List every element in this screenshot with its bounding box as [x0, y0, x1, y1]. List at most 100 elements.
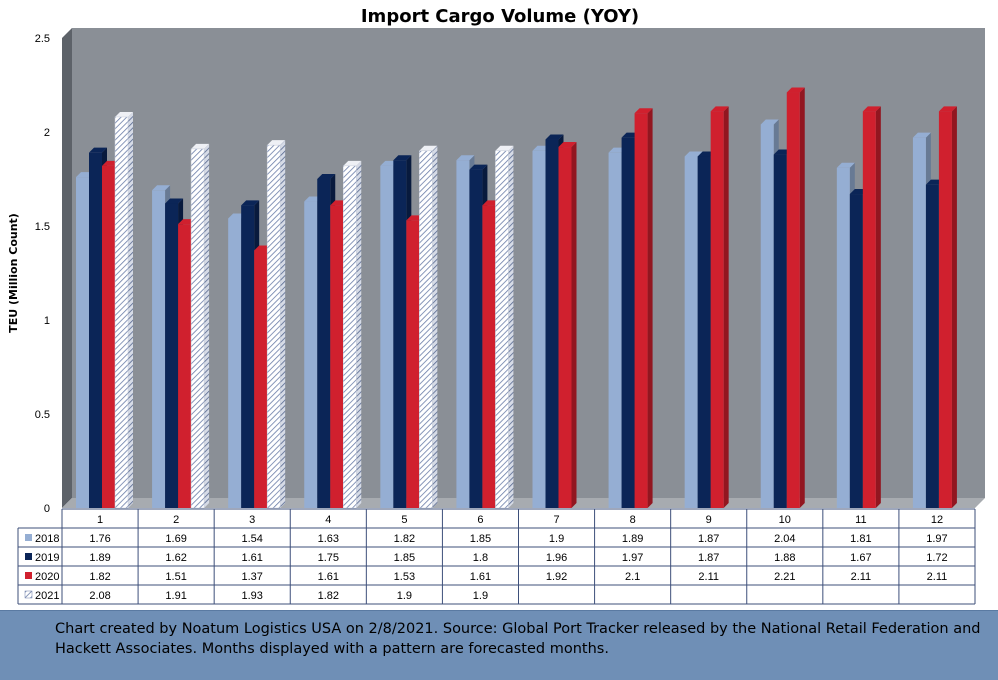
bar-2018-10	[760, 124, 774, 508]
bar-2021-3	[266, 144, 281, 509]
bar-top	[786, 87, 805, 93]
bar-side	[875, 106, 881, 508]
data-label: 1.8	[473, 552, 488, 564]
bar-2019-3	[241, 205, 255, 508]
data-label: 2.04	[774, 533, 795, 545]
bar-2019-12	[925, 184, 939, 508]
x-tick-label: 5	[401, 514, 407, 526]
bar-2018-2	[152, 190, 166, 508]
data-label: 2.11	[698, 571, 719, 583]
bar-2021-2	[190, 148, 205, 509]
bar-top	[710, 106, 729, 112]
data-label: 1.53	[394, 571, 415, 583]
data-label: 1.75	[318, 552, 339, 564]
data-label: 1.81	[850, 533, 871, 545]
data-label: 1.93	[241, 590, 262, 602]
bar-2020-9	[710, 111, 724, 508]
data-label: 2.08	[89, 590, 110, 602]
bar-2020-1	[102, 165, 115, 508]
data-label: 1.82	[394, 533, 415, 545]
y-axis-label: TEU (Million Count)	[7, 213, 20, 333]
data-label: 1.61	[318, 571, 339, 583]
data-label: 1.89	[89, 552, 110, 564]
bar-top	[393, 155, 412, 161]
bar-2018-4	[304, 201, 318, 508]
data-label: 1.67	[850, 552, 871, 564]
data-label: 1.51	[165, 571, 186, 583]
bar-top	[456, 155, 475, 161]
bar-2020-10	[786, 92, 800, 509]
data-label: 1.82	[318, 590, 339, 602]
bar-top	[684, 151, 703, 157]
bar-2019-7	[545, 139, 559, 508]
bar-side	[647, 108, 653, 508]
bar-2018-9	[684, 156, 698, 508]
bar-top	[545, 134, 564, 140]
bar-side	[508, 145, 514, 509]
data-label: 1.88	[774, 552, 795, 564]
bar-top	[267, 140, 286, 146]
legend-key-2021	[24, 590, 33, 599]
data-label: 1.72	[926, 552, 947, 564]
bar-2019-11	[849, 194, 863, 509]
x-tick-label: 12	[931, 514, 943, 526]
legend-label-2021: 2021	[35, 590, 59, 602]
bar-2019-2	[165, 203, 179, 508]
bar-2020-4	[330, 205, 344, 508]
chart-footer: Chart created by Noatum Logistics USA on…	[0, 610, 998, 680]
bar-2021-4	[343, 165, 357, 509]
data-label: 1.37	[241, 571, 262, 583]
data-label: 1.97	[926, 533, 947, 545]
bar-side	[571, 142, 577, 509]
bar-side	[951, 106, 957, 508]
x-tick-label: 9	[706, 514, 712, 526]
legend-label-2019: 2019	[35, 552, 59, 564]
legend-key-2019	[25, 553, 32, 560]
data-label: 1.61	[241, 552, 262, 564]
data-label: 2.11	[851, 571, 872, 583]
data-label: 1.9	[473, 590, 488, 602]
data-label: 1.69	[165, 533, 186, 545]
footer-note: Chart created by Noatum Logistics USA on…	[55, 621, 981, 657]
data-label: 2.1	[625, 571, 640, 583]
bar-2018-11	[836, 167, 850, 508]
legend-key-2020	[25, 572, 32, 579]
data-label: 1.97	[622, 552, 643, 564]
bar-2019-5	[393, 160, 407, 508]
bar-2020-3	[254, 250, 268, 508]
bar-2020-7	[558, 147, 572, 509]
bar-side	[799, 87, 805, 509]
chart-title: Import Cargo Volume (YOY)	[361, 6, 639, 27]
bar-top	[343, 160, 362, 166]
data-label: 1.76	[89, 533, 110, 545]
x-tick-label: 7	[553, 514, 559, 526]
data-label: 1.82	[89, 571, 110, 583]
legend-key-2018	[25, 534, 32, 541]
data-label: 1.85	[470, 533, 491, 545]
x-tick-label: 6	[477, 514, 483, 526]
plot-side-wall	[62, 28, 72, 508]
data-label: 1.61	[470, 571, 491, 583]
bar-top	[558, 142, 577, 148]
bar-side	[280, 140, 286, 508]
data-label: 1.91	[165, 590, 186, 602]
bar-top	[165, 198, 184, 204]
bar-2018-5	[380, 165, 394, 508]
y-tick-label: 0.5	[35, 409, 50, 421]
bar-2020-5	[406, 220, 420, 509]
bar-2018-8	[608, 152, 622, 508]
x-tick-label: 3	[249, 514, 255, 526]
x-tick-label: 11	[855, 514, 866, 526]
legend-label-2020: 2020	[35, 571, 59, 583]
bar-top	[89, 147, 107, 153]
bar-top	[152, 185, 171, 191]
bar-top	[115, 111, 133, 117]
bar-2020-11	[862, 111, 876, 508]
bar-top	[836, 162, 855, 168]
bar-2019-8	[621, 137, 635, 508]
bar-2018-6	[456, 160, 470, 508]
bar-2019-6	[469, 169, 483, 508]
x-tick-label: 4	[325, 514, 331, 526]
data-label: 1.87	[698, 533, 719, 545]
data-label: 1.54	[241, 533, 262, 545]
